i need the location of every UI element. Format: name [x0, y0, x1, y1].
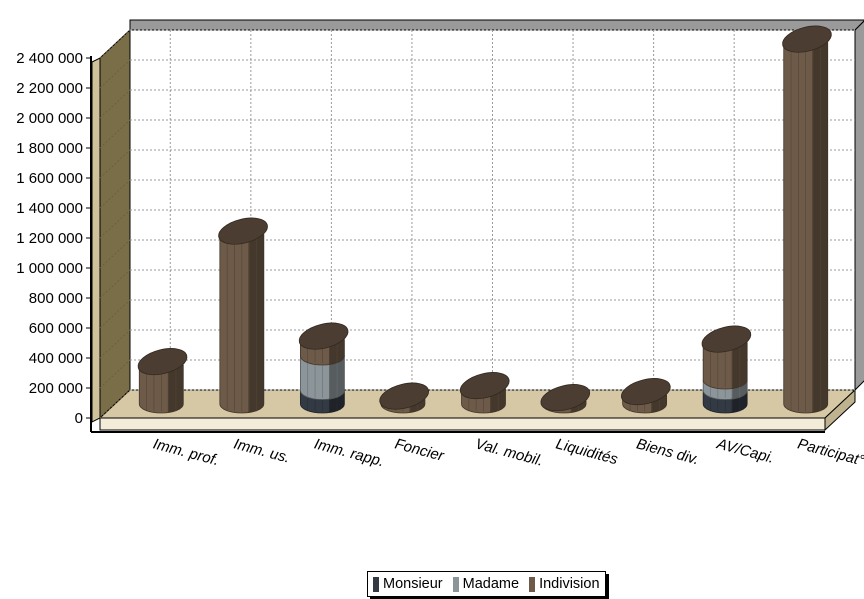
- bar-2: [298, 322, 349, 414]
- bars: [137, 25, 832, 414]
- floor-side-edge: [824, 388, 856, 432]
- back-wall-edge: [854, 20, 864, 392]
- side-wall-edge: [91, 57, 101, 423]
- bar-cap: [137, 348, 188, 376]
- bar-cap: [620, 378, 671, 406]
- x-tick-label: Val. mobil.: [473, 435, 545, 469]
- legend-item-monsieur: Monsieur: [373, 576, 443, 592]
- gridline-side: [99, 209, 131, 239]
- bar-8: [782, 25, 832, 414]
- x-tick-label: Participat°: [796, 435, 864, 469]
- gridline-side: [99, 329, 131, 359]
- gridline-side: [99, 89, 131, 119]
- back-wall-top-edge: [129, 19, 864, 31]
- bar-segment-shade: [812, 42, 828, 413]
- gridline-side: [99, 239, 131, 269]
- bar-cap: [701, 325, 752, 353]
- y-tick-label: 800 000: [29, 290, 83, 307]
- floor-front-edge: [99, 417, 826, 431]
- y-tick-label: 1 600 000: [16, 170, 83, 187]
- bar-3: [379, 382, 429, 414]
- bar-7: [701, 325, 752, 414]
- legend: Monsieur Madame Indivision: [367, 571, 606, 597]
- y-tick-label: 200 000: [29, 380, 83, 397]
- y-tick-label: 600 000: [29, 320, 83, 337]
- gridline-side: [99, 149, 131, 179]
- bar-cap: [298, 322, 349, 350]
- y-tick-label: 2 200 000: [16, 80, 83, 97]
- bar-cap: [540, 384, 591, 412]
- legend-swatch-indivision: [529, 576, 536, 592]
- y-tick-label: 0: [75, 410, 83, 427]
- y-tick-label: 2 400 000: [16, 50, 83, 67]
- y-tick-label: 1 000 000: [16, 260, 83, 277]
- legend-label-monsieur: Monsieur: [383, 576, 443, 592]
- bar-segment-shade: [167, 365, 184, 413]
- x-tick-label: Imm. us.: [232, 435, 292, 466]
- x-tick-label: Liquidités: [554, 435, 620, 468]
- gridline-side: [99, 359, 131, 389]
- bar-1: [218, 217, 268, 414]
- legend-label-madame: Madame: [462, 576, 520, 592]
- legend-label-indivision: Indivision: [539, 576, 600, 592]
- bar-segment-shade: [248, 234, 264, 413]
- legend-item-madame: Madame: [452, 576, 520, 592]
- legend-item-indivision: Indivision: [529, 576, 600, 592]
- bar-cap: [782, 25, 832, 53]
- y-axis-ticks: 0 200 000 400 000 600 000 800 000 1 000 000 1 …: [16, 50, 91, 427]
- x-axis-labels: Imm. prof. Imm. us. Imm. rapp. Foncier Val. …: [151, 435, 864, 470]
- bar-cap: [218, 217, 268, 245]
- gridline-side: [99, 389, 131, 419]
- y-tick-label: 1 200 000: [16, 230, 83, 247]
- x-tick-label: Foncier: [393, 435, 447, 465]
- gridline-side: [99, 269, 131, 299]
- y-tick-label: 2 000 000: [16, 110, 83, 127]
- gridline-side: [99, 29, 131, 59]
- bar-cap: [379, 382, 429, 410]
- bar-4: [459, 372, 510, 414]
- y-tick-label: 1 400 000: [16, 200, 83, 217]
- bar-segment-shade: [328, 356, 345, 400]
- x-tick-label: Imm. prof.: [151, 435, 221, 469]
- bar-5: [540, 384, 591, 414]
- bar-0: [137, 348, 188, 414]
- x-tick-label: Biens div.: [635, 435, 701, 468]
- y-tick-label: 400 000: [29, 350, 83, 367]
- bar-cap: [459, 372, 510, 400]
- bar-6: [620, 378, 671, 414]
- gridline-side: [99, 119, 131, 149]
- legend-swatch-monsieur: [373, 576, 379, 592]
- gridline-side: [99, 179, 131, 209]
- chart-frame: [90, 19, 864, 433]
- bar-segment-shade: [731, 342, 748, 389]
- x-tick-label: Imm. rapp.: [312, 435, 386, 470]
- legend-swatch-madame: [452, 576, 459, 592]
- x-tick-label: AV/Capi.: [714, 435, 776, 467]
- gridline-side: [99, 299, 131, 329]
- gridline-side: [99, 59, 131, 89]
- y-tick-label: 1 800 000: [16, 140, 83, 157]
